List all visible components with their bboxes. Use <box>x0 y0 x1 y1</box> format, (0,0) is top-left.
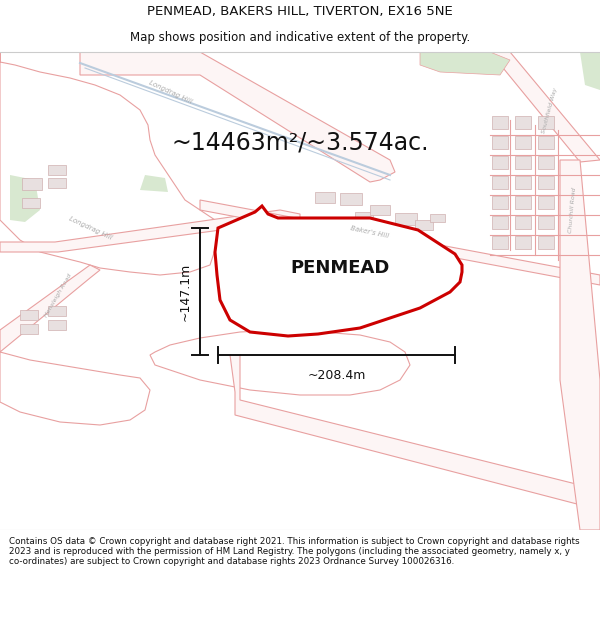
Polygon shape <box>230 355 600 510</box>
Bar <box>515 236 531 249</box>
Polygon shape <box>580 52 600 90</box>
Polygon shape <box>140 175 168 192</box>
Bar <box>515 136 531 149</box>
Polygon shape <box>215 206 462 336</box>
Bar <box>492 216 508 229</box>
Polygon shape <box>560 160 600 530</box>
Bar <box>48 320 66 330</box>
Bar <box>538 136 554 149</box>
Bar <box>538 176 554 189</box>
Bar <box>430 214 445 222</box>
Bar <box>48 306 66 316</box>
Bar <box>492 236 508 249</box>
Bar <box>48 178 66 188</box>
Polygon shape <box>0 265 100 352</box>
Bar <box>538 216 554 229</box>
Bar <box>20 310 38 320</box>
Polygon shape <box>0 210 300 252</box>
Bar <box>492 196 508 209</box>
Polygon shape <box>0 52 218 275</box>
Text: Longdrag Hill: Longdrag Hill <box>148 79 193 104</box>
Text: PENMEAD, BAKERS HILL, TIVERTON, EX16 5NE: PENMEAD, BAKERS HILL, TIVERTON, EX16 5NE <box>147 5 453 18</box>
Polygon shape <box>490 52 600 162</box>
Bar <box>315 192 335 203</box>
Bar <box>515 176 531 189</box>
Text: Baker's Hill: Baker's Hill <box>350 225 390 239</box>
Bar <box>395 213 417 225</box>
Polygon shape <box>420 52 510 75</box>
Bar <box>492 176 508 189</box>
Bar <box>492 116 508 129</box>
Text: Longdrag Hill: Longdrag Hill <box>68 216 112 241</box>
Bar <box>492 156 508 169</box>
Bar <box>375 230 393 240</box>
Bar <box>415 220 433 230</box>
Text: PENMEAD: PENMEAD <box>290 259 389 277</box>
Bar <box>538 196 554 209</box>
Bar <box>370 205 390 215</box>
Bar <box>20 324 38 334</box>
Bar <box>355 225 375 235</box>
Bar <box>538 116 554 129</box>
Bar <box>515 196 531 209</box>
Text: Churchill Road: Churchill Road <box>568 187 577 233</box>
Bar <box>355 212 373 222</box>
Bar <box>48 165 66 175</box>
Bar <box>515 156 531 169</box>
Text: Hensleigh Road: Hensleigh Road <box>43 272 73 318</box>
Bar <box>492 136 508 149</box>
Polygon shape <box>200 200 600 285</box>
Bar <box>22 198 40 208</box>
Polygon shape <box>0 352 150 425</box>
Bar <box>515 216 531 229</box>
Polygon shape <box>150 330 410 395</box>
Bar <box>340 193 362 205</box>
Text: Contains OS data © Crown copyright and database right 2021. This information is : Contains OS data © Crown copyright and d… <box>9 537 580 566</box>
Bar <box>538 156 554 169</box>
Bar <box>22 178 42 190</box>
Text: ~208.4m: ~208.4m <box>307 369 365 382</box>
Bar <box>515 116 531 129</box>
Text: ~14463m²/~3.574ac.: ~14463m²/~3.574ac. <box>171 130 429 154</box>
Polygon shape <box>10 175 40 222</box>
Text: Map shows position and indicative extent of the property.: Map shows position and indicative extent… <box>130 31 470 44</box>
Text: ~147.1m: ~147.1m <box>179 262 191 321</box>
Text: Southfield Way: Southfield Way <box>541 86 559 134</box>
Polygon shape <box>80 52 395 182</box>
Bar <box>538 236 554 249</box>
